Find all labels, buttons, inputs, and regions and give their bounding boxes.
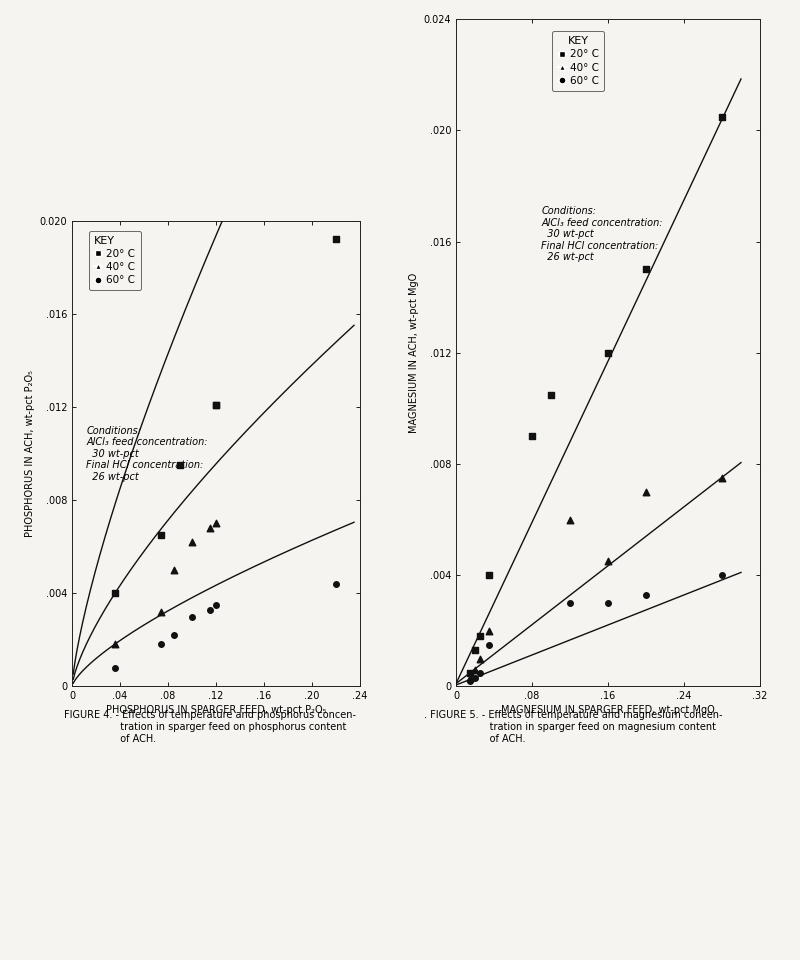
Point [154,527,167,542]
Point [210,516,222,531]
Text: Conditions:
AlCl₃ feed concentration:
  30 wt-pct
Final HCl concentration:
  26 : Conditions: AlCl₃ feed concentration: 30… [86,425,208,482]
Point [174,458,186,473]
Text: . FIGURE 5. - Effects of temperature and magnesium concen-
                     : . FIGURE 5. - Effects of temperature and… [424,710,722,744]
Point [715,108,728,124]
Point [109,586,122,601]
Point [474,665,486,681]
Legend: 20° C, 40° C, 60° C: 20° C, 40° C, 60° C [553,31,604,91]
Point [602,345,614,360]
Legend: 20° C, 40° C, 60° C: 20° C, 40° C, 60° C [89,230,141,291]
Point [563,512,576,527]
Text: Conditions:
AlCl₃ feed concentration:
  30 wt-pct
Final HCl concentration:
  26 : Conditions: AlCl₃ feed concentration: 30… [541,206,662,262]
Point [483,637,496,653]
Point [109,660,122,676]
Point [464,673,477,688]
Point [203,520,216,536]
Point [474,629,486,644]
Point [154,604,167,619]
Text: FIGURE 4. - Effects of temperature and phosphorus concen-
                  trat: FIGURE 4. - Effects of temperature and p… [64,710,356,744]
Point [715,567,728,583]
Point [186,609,198,624]
Point [210,397,222,413]
Point [715,470,728,486]
Point [602,554,614,569]
X-axis label: PHOSPHORUS IN SPARGER FEED, wt-pct P₂O₅: PHOSPHORUS IN SPARGER FEED, wt-pct P₂O₅ [106,706,326,715]
Point [483,623,496,638]
Point [109,636,122,652]
Point [640,587,653,602]
Y-axis label: MAGNESIUM IN ACH, wt-pct MgO: MAGNESIUM IN ACH, wt-pct MgO [410,273,419,433]
Point [526,428,538,444]
Point [464,670,477,685]
Point [640,484,653,499]
Point [154,636,167,652]
Point [464,665,477,681]
Point [469,670,482,685]
Point [210,397,222,413]
Point [563,595,576,611]
Point [330,576,342,591]
Point [469,642,482,658]
Point [483,567,496,583]
Point [330,231,342,247]
Point [186,535,198,550]
Point [474,651,486,666]
Point [469,662,482,678]
Point [640,262,653,277]
Y-axis label: PHOSPHORUS IN ACH, wt-pct P₂O₅: PHOSPHORUS IN ACH, wt-pct P₂O₅ [26,371,35,537]
Point [203,602,216,617]
Point [602,595,614,611]
Point [168,563,181,578]
Point [210,597,222,612]
Point [545,387,558,402]
X-axis label: MAGNESIUM IN SPARGER FEED, wt-pct MgO: MAGNESIUM IN SPARGER FEED, wt-pct MgO [501,706,715,715]
Point [168,628,181,643]
